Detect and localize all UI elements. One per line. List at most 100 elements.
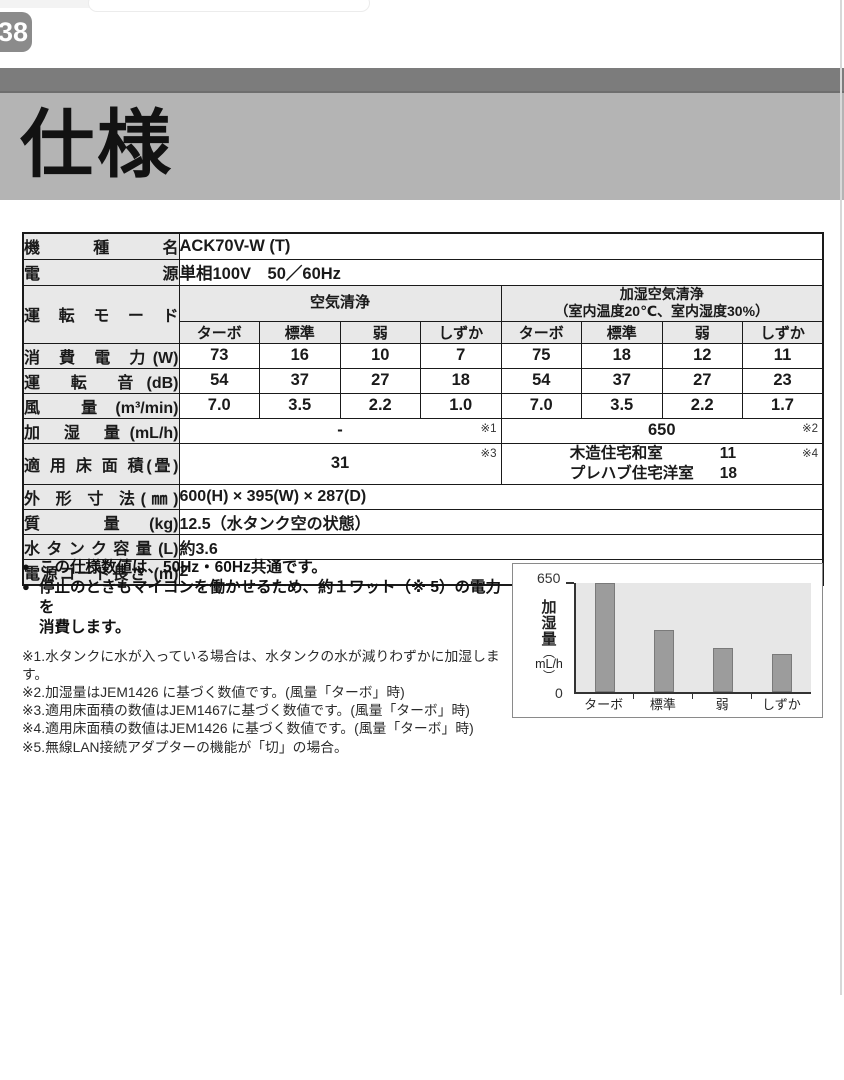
table-row: 質 量(kg) 12.5（水タンク空の状態） (22, 508, 824, 535)
cell-value: 27 (339, 367, 421, 394)
table-row: 電 源 単相100V 50／60Hz (22, 258, 824, 286)
mode-quiet: しずか (420, 320, 502, 344)
bar-slot-weak (694, 583, 753, 692)
cell-value: 23 (742, 367, 824, 394)
cell-value: 27 (661, 367, 743, 394)
floor-area-humid-cell: 木造住宅和室 11 プレハブ住宅洋室 18 ※4 (500, 442, 824, 485)
cell-value: 2.2 (339, 392, 421, 419)
x-axis-labels: ターボ 標準 弱 しずか (574, 694, 811, 713)
prefab-house-value: 18 (719, 464, 738, 482)
footnote-mark-4: ※4 (802, 447, 819, 460)
footnote-4: ※4.適用床面積の数値はJEM1426 に基づく数値です。(風量「ターボ」時) (22, 721, 474, 737)
table-row: 風 量(m³/min) 7.0 3.5 2.2 1.0 7.0 3.5 2.2 … (22, 392, 824, 419)
page-number: 38 (0, 16, 29, 47)
cell-value: 18 (420, 367, 502, 394)
wooden-house-label: 木造住宅和室 (569, 444, 663, 462)
group2-title: 加湿空気清浄 (619, 285, 704, 302)
y-axis-label-char: 量 (541, 631, 557, 649)
footnote-2: ※2.加湿量はJEM1426 に基づく数値です。(風量「ターボ」時) (22, 684, 405, 700)
humidification-humid-value: 650 (648, 421, 676, 439)
tank-capacity-label: 水タンク容量(L) (22, 533, 180, 560)
page-edge-line (840, 0, 842, 995)
x-tick (692, 694, 693, 699)
prefab-house-label: プレハブ住宅洋室 (569, 464, 694, 482)
cell-value: 54 (500, 367, 582, 394)
y-axis-label: 加 湿 量 ︵ mL/h ︶ (529, 599, 569, 683)
top-background-strip (0, 0, 92, 8)
humidification-label: 加 湿 量(mL/h) (22, 417, 180, 444)
cell-value: 3.5 (581, 392, 663, 419)
table-row: 消 費 電 力(W) 73 16 10 7 75 18 12 11 (22, 342, 824, 369)
humidification-air-clean-cell: - ※1 (178, 417, 502, 444)
footnote-5: ※5.無線LAN接続アダプターの機能が「切」の場合。 (22, 739, 348, 755)
operating-sound-label: 運 転 音(dB) (22, 367, 180, 394)
y-axis-unit-paren-open: ︵ (542, 645, 555, 660)
note-bullet-2-line1: 停止のときもマイコンを働かせるため、約１ワット（※ 5）の電力を (39, 579, 501, 617)
group-header-humid-air-clean: 加湿空気清浄 （室内温度20℃、室内湿度30%） (500, 284, 824, 322)
footnote-3: ※3.適用床面積の数値はJEM1467に基づく数値です。(風量「ターボ」時) (22, 703, 470, 719)
group2-subtitle: （室内温度20℃、室内湿度30%） (554, 303, 770, 319)
bar-slot-turbo (576, 583, 635, 692)
page-number-badge: 38 (0, 12, 32, 52)
humidification-humid-cell: 650 ※2 (500, 417, 824, 444)
floor-area-air-clean-value: 31 (330, 454, 350, 473)
bar-slot-quiet (752, 583, 811, 692)
table-row: 運 転 音(dB) 54 37 27 18 54 37 27 23 (22, 367, 824, 394)
note-bullet-1: ● この仕様数値は、50Hz・60Hz共通です。 (22, 558, 514, 578)
x-label-weak: 弱 (715, 697, 729, 712)
power-consumption-label: 消 費 電 力(W) (22, 342, 180, 369)
table-row-humidification: 加 湿 量(mL/h) - ※1 650 ※2 (22, 417, 824, 444)
bar-turbo (595, 583, 616, 692)
cell-value: 12 (661, 342, 743, 369)
mode-turbo: ターボ (178, 320, 260, 344)
cell-value: 10 (339, 342, 421, 369)
cell-value: 18 (581, 342, 663, 369)
floor-area-detail: 木造住宅和室 11 プレハブ住宅洋室 18 (569, 444, 754, 483)
footnote-mark-2: ※2 (802, 422, 819, 435)
x-label-quiet: しずか (762, 697, 801, 712)
y-axis-label-char: 湿 (541, 615, 557, 633)
group-header-air-clean: 空気清浄 (178, 284, 502, 322)
note-bullet-2-line2: 消費します。 (39, 619, 131, 637)
model-value: ACK70V-W (T) (178, 232, 824, 260)
tank-capacity-value: 約3.6 (178, 533, 824, 560)
weight-value: 12.5（水タンク空の状態） (178, 508, 824, 535)
group1-title: 空気清浄 (309, 293, 370, 311)
x-tick (751, 694, 752, 699)
footnote-mark-3: ※3 (480, 447, 497, 460)
notes-section: ● この仕様数値は、50Hz・60Hz共通です。 ● 停止のときもマイコンを働か… (22, 558, 514, 757)
title-band: 仕様 (0, 93, 844, 200)
model-label: 機 種 名 (22, 232, 180, 260)
bullet-icon: ● (22, 579, 30, 595)
mode-label: 運 転 モ ー ド (22, 284, 180, 344)
cell-value: 2.2 (661, 392, 743, 419)
cell-value: 7.0 (500, 392, 582, 419)
table-row-floor-area: 適 用 床 面 積(畳) 31 ※3 木造住宅和室 11 プレハブ住宅洋室 18… (22, 442, 824, 485)
humidification-air-clean-value: - (337, 421, 343, 439)
y-axis-unit-paren-close: ︶ (542, 668, 555, 683)
bullet-icon: ● (22, 559, 30, 574)
y-tick-0: 0 (555, 685, 563, 701)
floor-area-label: 適 用 床 面 積(畳) (22, 442, 180, 485)
floor-area-air-clean-cell: 31 ※3 (178, 442, 502, 485)
mode-turbo: ターボ (500, 320, 582, 344)
cell-value: 75 (500, 342, 582, 369)
bar-standard (654, 629, 675, 692)
mode-weak: 弱 (339, 320, 421, 344)
cell-value: 3.5 (259, 392, 341, 419)
y-tick-mark (566, 582, 574, 584)
weight-label: 質 量(kg) (22, 508, 180, 535)
chart-plot-area (574, 583, 811, 694)
table-row-modes: ターボ 標準 弱 しずか ターボ 標準 弱 しずか (23, 320, 824, 344)
dimensions-value: 600(H) × 395(W) × 287(D) (178, 483, 824, 510)
footnote-1: ※1.水タンクに水が入っている場合は、水タンクの水が減りわずかに加湿します。 (22, 648, 500, 682)
cord-length-label: 電源コード長さ (m) (22, 558, 180, 586)
cell-value: 11 (742, 342, 824, 369)
table-row: 外 形 寸 法(㎜) 600(H) × 395(W) × 287(D) (22, 483, 824, 510)
power-label: 電 源 (22, 258, 180, 286)
cell-value: 7.0 (178, 392, 260, 419)
footnotes: ※1.水タンクに水が入っている場合は、水タンクの水が減りわずかに加湿します。 ※… (22, 648, 514, 757)
page-title: 仕様 (20, 103, 174, 186)
mode-weak: 弱 (661, 320, 743, 344)
